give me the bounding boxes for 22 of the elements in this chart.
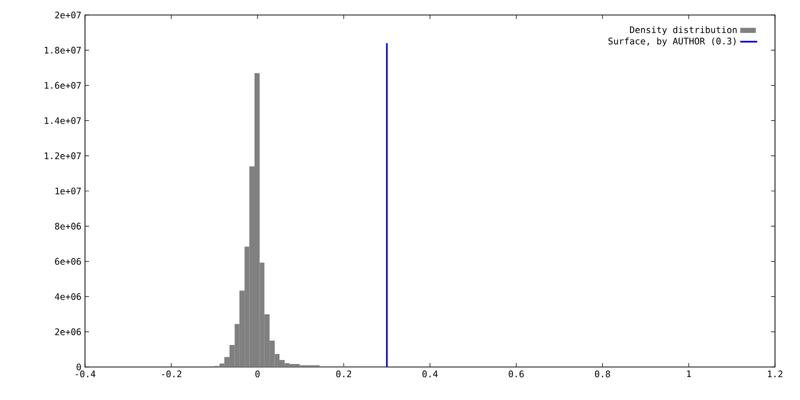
y-tick-label: 8e+06	[55, 222, 81, 230]
y-tick-label: 1.4e+07	[44, 117, 81, 124]
x-tick-label: 1	[687, 370, 691, 378]
y-tick-label: 1e+07	[56, 188, 81, 194]
y-tick-label: 2e+07	[55, 12, 81, 18]
x-tick-label: 0.4	[422, 370, 438, 378]
y-tick-label: 6e+06	[55, 258, 81, 265]
legend-label: Surface, by AUTHOR (0.3)	[608, 38, 736, 46]
legend-label: Density distribution	[630, 26, 737, 35]
y-tick-label: 2e+06	[55, 328, 81, 336]
y-tick-label: 1.2e+07	[44, 152, 81, 160]
y-tick-label: 1.6e+07	[44, 82, 81, 89]
x-tick-label: 1.2	[768, 370, 782, 378]
x-tick-label: 0	[255, 370, 260, 378]
x-tick-label: -0.4	[76, 370, 96, 378]
y-tick-label: 0	[76, 364, 81, 370]
x-tick-label: 0.2	[336, 370, 352, 378]
x-tick-label: -0.2	[162, 370, 182, 378]
y-tick-label: 1.8e+07	[44, 46, 81, 54]
x-tick-label: 0.8	[594, 370, 610, 378]
y-tick-label: 4e+06	[54, 293, 81, 300]
x-tick-label: 0.6	[508, 370, 524, 378]
